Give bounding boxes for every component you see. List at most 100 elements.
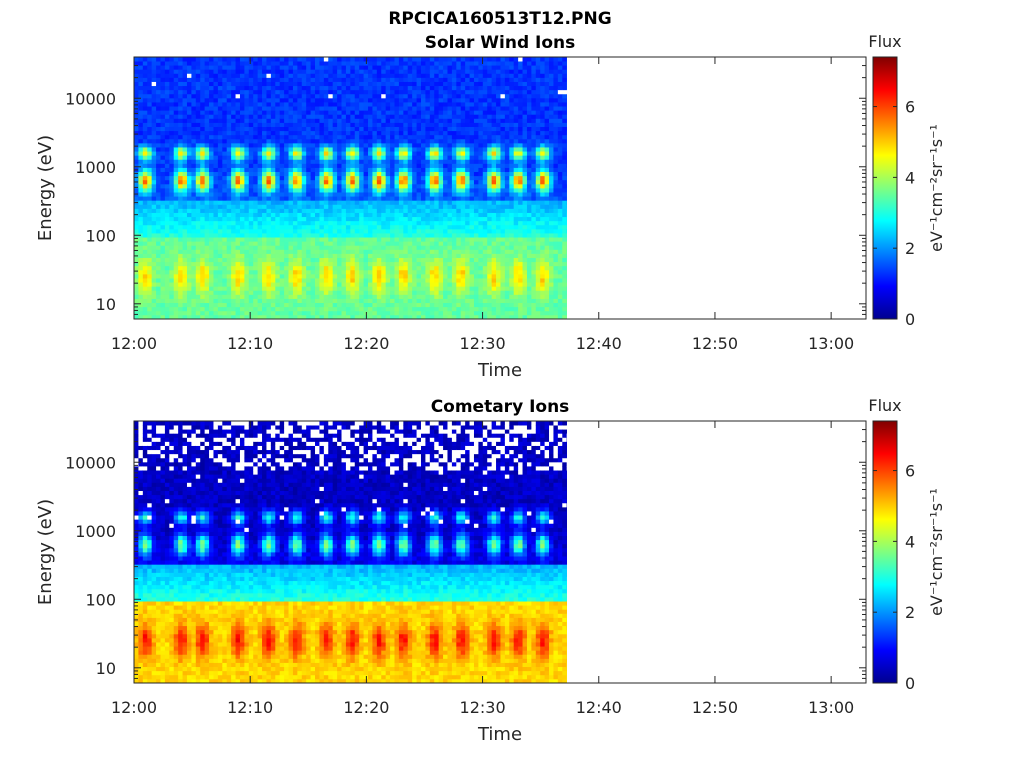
heatmap-cell xyxy=(323,220,329,226)
heatmap-cell xyxy=(222,294,228,299)
heatmap-cell xyxy=(138,237,144,242)
heatmap-cell xyxy=(372,200,378,205)
heatmap-cell xyxy=(390,200,395,205)
heatmap-cell xyxy=(138,163,144,168)
heatmap-cell xyxy=(301,245,307,250)
heatmap-cell xyxy=(248,130,254,136)
heatmap-cell xyxy=(460,265,466,271)
heatmap-cell xyxy=(284,106,289,111)
heatmap-cell xyxy=(363,126,369,132)
heatmap-cell xyxy=(465,163,470,168)
heatmap-cell xyxy=(160,167,166,173)
heatmap-cell xyxy=(195,253,201,258)
heatmap-cell xyxy=(257,253,263,258)
heatmap-cell xyxy=(253,147,259,152)
heatmap-cell xyxy=(456,65,462,70)
heatmap-cell xyxy=(288,126,294,132)
heatmap-cell xyxy=(315,204,320,209)
heatmap-cell xyxy=(416,183,422,189)
heatmap-cell xyxy=(315,138,320,144)
heatmap-cell xyxy=(341,241,347,246)
heatmap-cell xyxy=(204,294,210,299)
heatmap-cell xyxy=(341,278,347,283)
heatmap-cell xyxy=(213,171,219,177)
heatmap-cell xyxy=(443,147,448,152)
heatmap-cell xyxy=(173,175,179,181)
heatmap-cell xyxy=(376,212,382,218)
heatmap-cell xyxy=(270,89,276,95)
heatmap-cell xyxy=(341,106,347,111)
heatmap-cell xyxy=(332,102,338,107)
heatmap-cell xyxy=(275,237,281,242)
heatmap-cell xyxy=(138,241,144,246)
heatmap-cell xyxy=(473,257,479,263)
heatmap-cell xyxy=(332,294,338,299)
heatmap-cell xyxy=(394,200,400,205)
heatmap-cell xyxy=(217,302,223,308)
heatmap-cell xyxy=(385,102,391,107)
heatmap-cell xyxy=(315,200,320,205)
heatmap-cell xyxy=(204,278,210,283)
heatmap-cell xyxy=(451,138,457,144)
heatmap-cell xyxy=(160,65,166,70)
heatmap-cell xyxy=(275,114,281,119)
heatmap-cell xyxy=(350,269,356,275)
heatmap-cell xyxy=(381,89,387,95)
heatmap-cell xyxy=(376,237,382,242)
heatmap-cell xyxy=(134,114,139,119)
heatmap-cell xyxy=(332,151,338,156)
heatmap-cell xyxy=(279,77,285,82)
heatmap-cell xyxy=(381,57,387,62)
heatmap-cell xyxy=(151,142,157,148)
heatmap-cell xyxy=(319,245,325,250)
heatmap-cell xyxy=(217,269,223,275)
heatmap-cell xyxy=(231,57,236,62)
heatmap-cell xyxy=(182,298,188,304)
heatmap-cell xyxy=(213,310,219,316)
heatmap-cell xyxy=(160,282,166,287)
heatmap-cell xyxy=(270,237,276,242)
heatmap-cell xyxy=(376,183,382,189)
heatmap-cell xyxy=(292,237,298,242)
heatmap-cell xyxy=(213,147,219,152)
heatmap-cell xyxy=(226,265,232,271)
heatmap-cell xyxy=(257,77,263,82)
heatmap-cell xyxy=(244,249,250,254)
heatmap-cell xyxy=(209,77,214,82)
heatmap-cell xyxy=(337,298,342,304)
heatmap-cell xyxy=(465,249,470,254)
heatmap-cell xyxy=(319,97,325,103)
heatmap-cell xyxy=(164,102,170,107)
heatmap-cell xyxy=(354,134,360,140)
heatmap-cell xyxy=(363,89,369,95)
heatmap-cell xyxy=(147,294,153,299)
heatmap-cell xyxy=(169,110,175,115)
heatmap-cell xyxy=(420,77,426,82)
heatmap-cell xyxy=(469,200,475,205)
heatmap-cell xyxy=(341,261,347,267)
heatmap-cell xyxy=(178,265,183,271)
heatmap-cell xyxy=(469,130,475,136)
heatmap-cell xyxy=(239,61,245,66)
heatmap-cell xyxy=(222,57,228,62)
heatmap-cell xyxy=(420,298,426,304)
heatmap-cell xyxy=(350,134,356,140)
heatmap-cell xyxy=(372,122,378,127)
heatmap-cell xyxy=(275,278,281,283)
heatmap-cell xyxy=(235,196,241,201)
heatmap-cell xyxy=(292,167,298,173)
heatmap-cell xyxy=(376,102,382,107)
heatmap-cell xyxy=(173,257,179,263)
heatmap-cell xyxy=(451,81,457,87)
heatmap-cell xyxy=(443,241,448,246)
heatmap-cell xyxy=(429,273,435,279)
heatmap-cell xyxy=(425,61,431,66)
heatmap-cell xyxy=(372,97,378,103)
heatmap-cell xyxy=(372,204,378,209)
heatmap-cell xyxy=(385,286,391,291)
heatmap-cell xyxy=(460,118,466,123)
heatmap-cell xyxy=(235,298,241,304)
heatmap-cell xyxy=(465,278,470,283)
heatmap-cell xyxy=(239,175,245,181)
heatmap-cell xyxy=(451,102,457,107)
